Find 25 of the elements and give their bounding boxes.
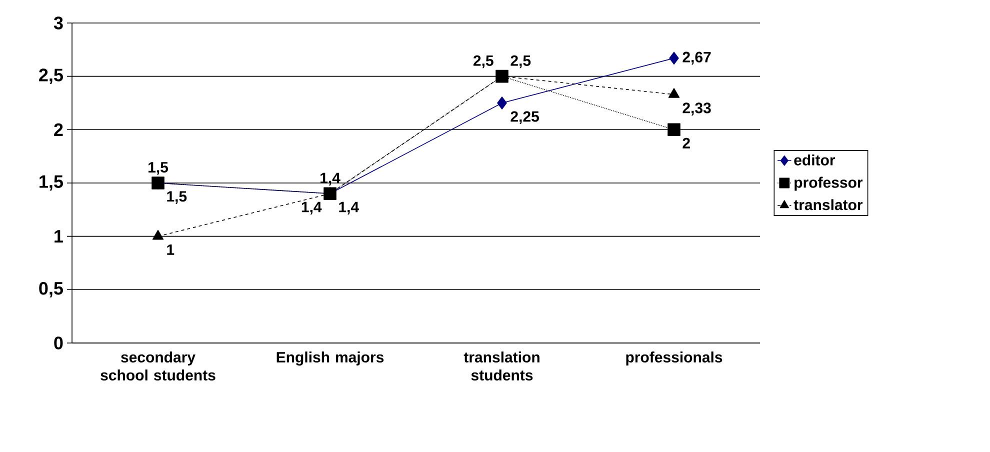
- x-tick-label: English majors: [276, 352, 384, 366]
- y-tick-label: 1,5: [40, 175, 63, 191]
- y-tick-label: 2: [54, 123, 63, 136]
- legend-label: professor: [794, 176, 863, 191]
- y-tick-label: 1: [54, 230, 63, 243]
- data-label: 1,5: [167, 191, 187, 204]
- y-tick-label: 3: [54, 16, 63, 30]
- y-tick-label: 2,5: [39, 68, 63, 84]
- legend-label: translator: [794, 199, 863, 210]
- data-label: 1,4: [302, 202, 322, 214]
- data-label: 1: [167, 244, 174, 255]
- data-label: 2,25: [510, 111, 539, 124]
- y-tick-label: 0,5: [39, 282, 63, 298]
- data-label: 2: [682, 138, 690, 148]
- data-label: 2,33: [682, 102, 711, 116]
- data-label: 2,5: [473, 55, 494, 68]
- data-label: 1,5: [148, 162, 168, 175]
- x-tick-label: secondary school students: [100, 352, 216, 381]
- data-label: 2,5: [510, 55, 531, 68]
- x-tick-label: translation students: [464, 352, 540, 381]
- data-label: 1,4: [339, 202, 359, 214]
- data-label: 2,67: [682, 52, 711, 65]
- x-tick-label: professionals: [626, 352, 722, 366]
- y-tick-label: 0: [54, 336, 63, 350]
- legend-label: editor: [794, 154, 836, 166]
